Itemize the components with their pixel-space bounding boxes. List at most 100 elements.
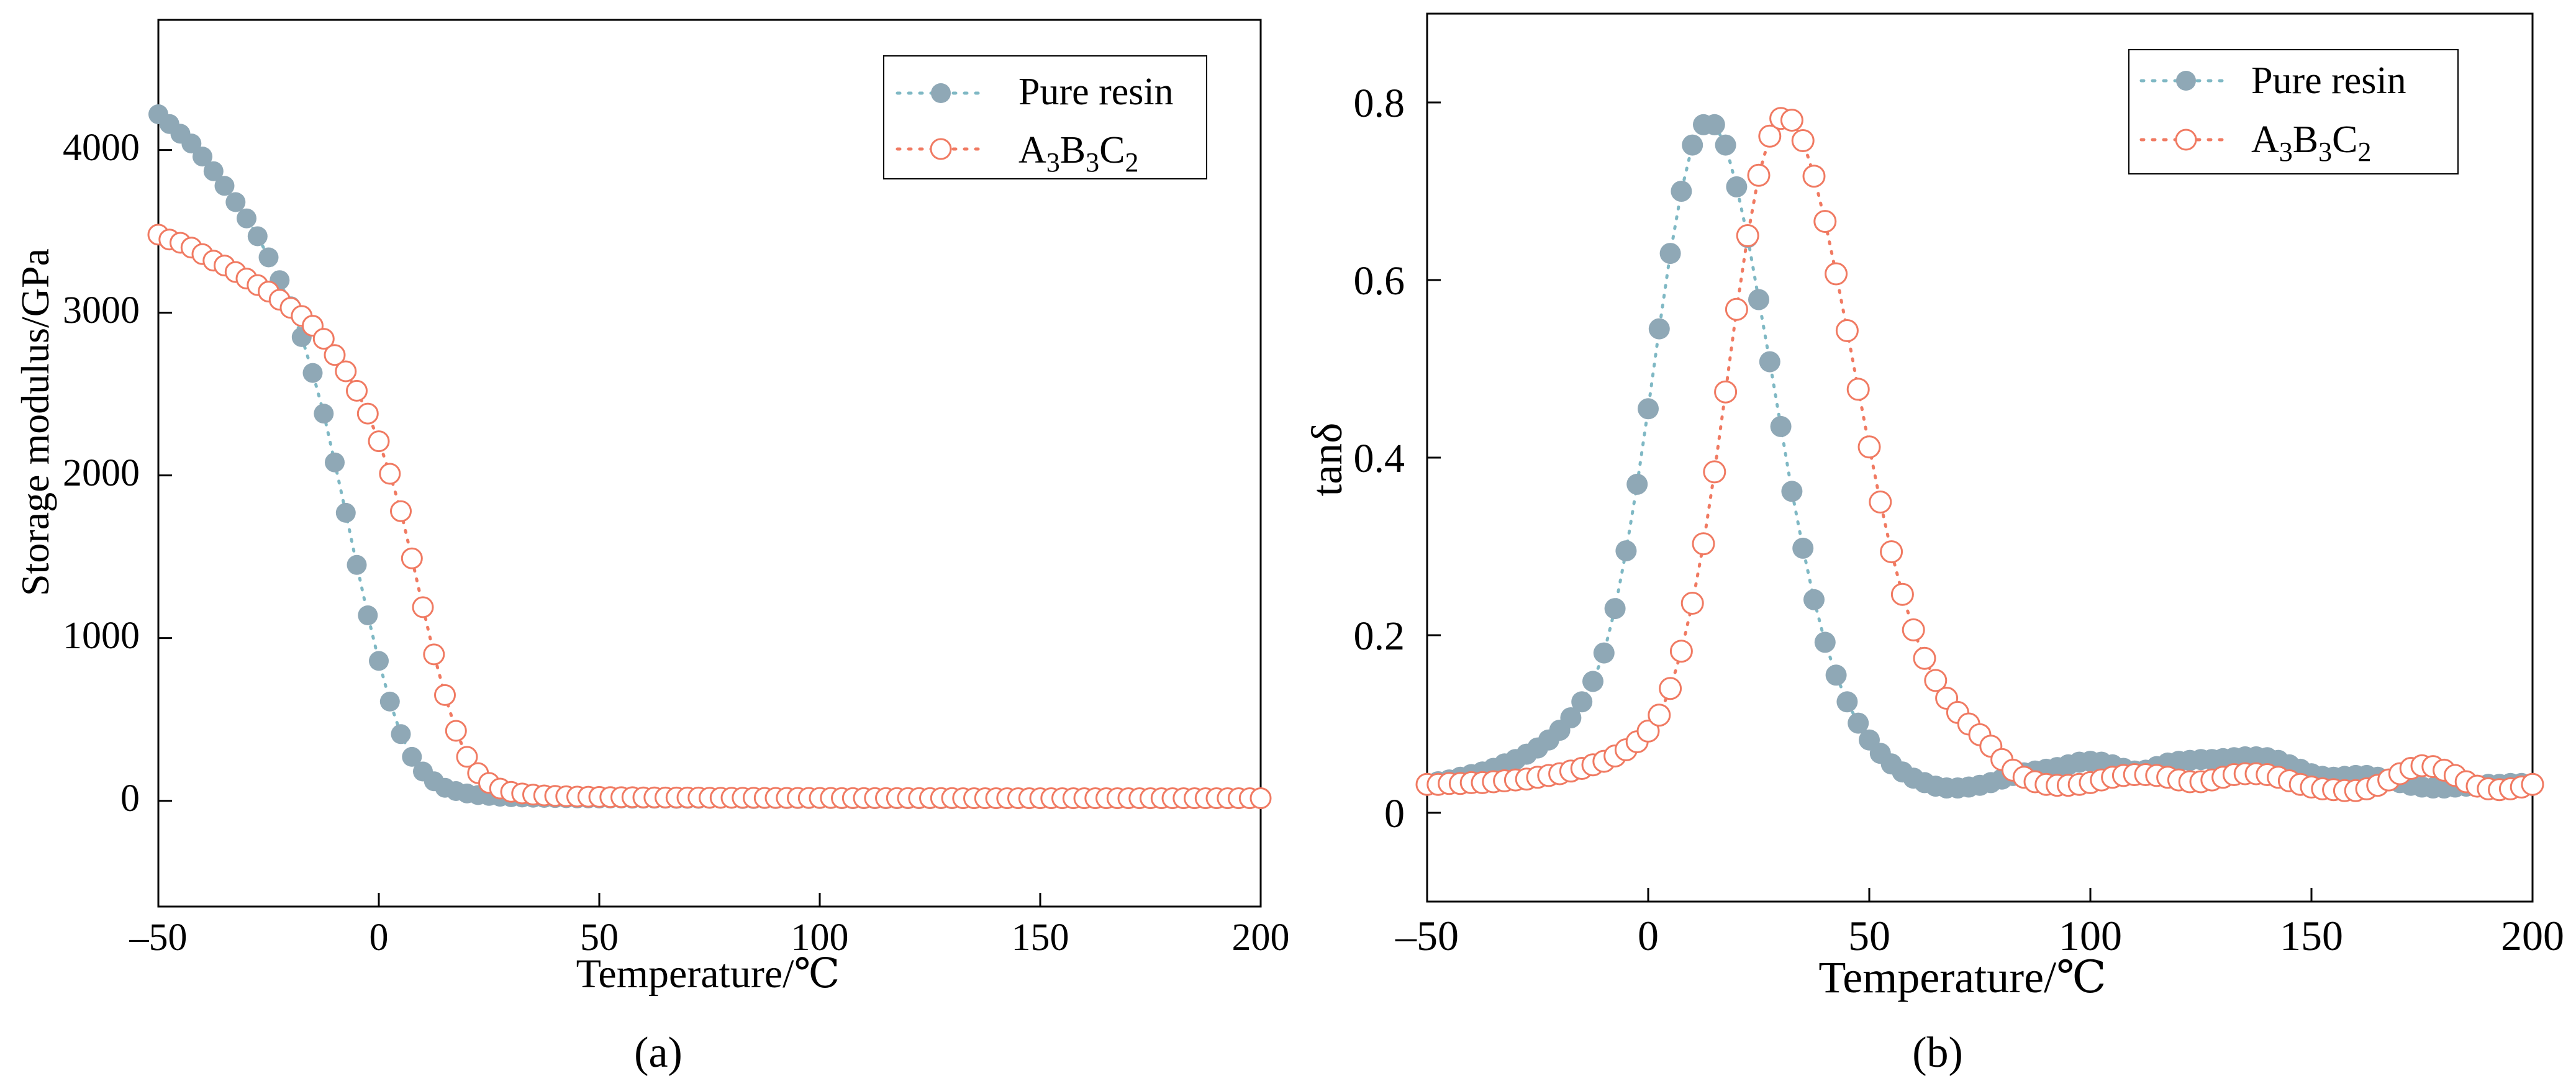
chart-b-xtick-label: 150 bbox=[2280, 912, 2343, 959]
chart-a-series bbox=[147, 104, 1272, 810]
legend-marker-pure-resin bbox=[2176, 71, 2196, 91]
chart-b-point-pure-resin bbox=[1626, 473, 1648, 495]
chart-a-point-a3b3c2 bbox=[324, 344, 346, 366]
chart-a-point-a3b3c2 bbox=[456, 746, 478, 768]
chart-b-point-pure-resin bbox=[1715, 134, 1736, 156]
chart-a-point-pure-resin bbox=[247, 226, 268, 247]
chart-a-point-a3b3c2 bbox=[445, 720, 467, 742]
chart-a-point-a3b3c2 bbox=[401, 547, 423, 569]
chart-b-panel-label: (b) bbox=[1912, 1029, 1963, 1077]
chart-b-point-pure-resin bbox=[1848, 712, 1869, 734]
chart-a-point-a3b3c2 bbox=[412, 596, 434, 618]
chart-a-ytick-label: 1000 bbox=[63, 615, 140, 657]
chart-a-ytick-label: 4000 bbox=[63, 127, 140, 169]
chart-b-point-a3b3c2 bbox=[1791, 129, 1815, 152]
chart-a-point-pure-resin bbox=[325, 452, 345, 473]
chart-a-ytick-label: 3000 bbox=[63, 289, 140, 332]
chart-b-point-pure-resin bbox=[1781, 481, 1803, 502]
chart-a-point-pure-resin bbox=[193, 147, 212, 167]
chart-b-ytick-label: 0.8 bbox=[1354, 81, 1405, 126]
chart-b-point-a3b3c2 bbox=[1902, 618, 1925, 641]
chart-a-point-a3b3c2 bbox=[390, 500, 412, 522]
chart-a-point-pure-resin bbox=[258, 247, 279, 268]
chart-b-point-pure-resin bbox=[1770, 415, 1792, 437]
chart-b-point-a3b3c2 bbox=[1880, 540, 1903, 564]
chart-b-point-a3b3c2 bbox=[1890, 582, 1914, 606]
chart-b-point-pure-resin bbox=[1759, 351, 1780, 373]
chart-a-point-a3b3c2 bbox=[423, 643, 445, 666]
chart-a-point-a3b3c2 bbox=[312, 328, 335, 350]
chart-b-ytick-label: 0 bbox=[1384, 791, 1405, 836]
legend-label-pure-resin: Pure resin bbox=[1018, 71, 1174, 113]
chart-a-ticks bbox=[157, 149, 1262, 907]
chart-b-ytick-label: 0.2 bbox=[1354, 613, 1405, 659]
chart-a-point-a3b3c2 bbox=[434, 684, 456, 706]
chart-b-point-pure-resin bbox=[1748, 289, 1769, 310]
chart-b-ytick-label: 0.4 bbox=[1354, 436, 1405, 481]
chart-b-point-a3b3c2 bbox=[1692, 532, 1715, 556]
chart-b-point-pure-resin bbox=[1648, 318, 1670, 340]
chart-b-point-pure-resin bbox=[1638, 398, 1659, 420]
chart-a-point-a3b3c2 bbox=[346, 379, 368, 402]
chart-b-xtick-label: 50 bbox=[1848, 912, 1890, 959]
chart-a-ylabel: Storage modulus/GPa bbox=[13, 248, 57, 596]
chart-a-point-a3b3c2 bbox=[356, 402, 379, 425]
chart-b-point-pure-resin bbox=[1726, 176, 1748, 197]
legend-marker-pure-resin bbox=[931, 83, 951, 103]
chart-a-series-line-pure-resin bbox=[156, 112, 1263, 801]
chart-a-point-pure-resin bbox=[302, 363, 323, 383]
chart-b-point-pure-resin bbox=[1703, 114, 1725, 135]
chart-a-xtick-label: 150 bbox=[1012, 916, 1069, 959]
chart-b-point-a3b3c2 bbox=[1747, 163, 1771, 187]
chart-a-xtick-label: 100 bbox=[791, 916, 849, 959]
legend-label-pure-resin: Pure resin bbox=[2251, 60, 2406, 102]
chart-b-point-a3b3c2 bbox=[1669, 640, 1693, 663]
chart-b-point-pure-resin bbox=[1571, 691, 1593, 713]
chart-b-xlabel: Temperature/℃ bbox=[1818, 953, 2106, 1002]
chart-b-point-a3b3c2 bbox=[1636, 719, 1660, 743]
chart-a-point-pure-resin bbox=[314, 404, 334, 424]
chart-b: –50 0 50 100 150 200 0 0.2 0.4 0.6 0.8 T… bbox=[1304, 12, 2564, 1077]
chart-b-xtick-label: 0 bbox=[1638, 912, 1659, 959]
chart-b-point-pure-resin bbox=[1792, 537, 1814, 559]
chart-b-point-pure-resin bbox=[1604, 598, 1626, 620]
chart-b-point-pure-resin bbox=[1803, 589, 1825, 610]
chart-b-point-a3b3c2 bbox=[1813, 210, 1837, 233]
legend-marker-a3b3c2 bbox=[930, 138, 952, 160]
chart-b-point-a3b3c2 bbox=[1924, 669, 1948, 692]
chart-a-point-pure-resin bbox=[203, 161, 224, 181]
chart-b-point-a3b3c2 bbox=[1846, 378, 1870, 401]
chart-b-point-a3b3c2 bbox=[1857, 435, 1881, 459]
chart-a-point-pure-resin bbox=[379, 691, 400, 712]
chart-b-point-a3b3c2 bbox=[1714, 380, 1738, 404]
chart-b-point-pure-resin bbox=[1682, 134, 1703, 156]
chart-b-ticks bbox=[1426, 101, 2534, 902]
chart-b-point-a3b3c2 bbox=[1802, 165, 1826, 188]
chart-b-point-a3b3c2 bbox=[1869, 491, 1892, 514]
chart-a: –50 0 50 100 150 200 0 1000 2000 3000 40… bbox=[13, 19, 1290, 1077]
chart-a-point-a3b3c2 bbox=[335, 360, 357, 382]
legend-box bbox=[2128, 49, 2459, 174]
chart-a-plot-frame bbox=[157, 19, 1262, 908]
chart-a-point-pure-resin bbox=[358, 605, 378, 625]
chart-b-point-pure-resin bbox=[1582, 671, 1603, 692]
chart-b-xtick-label: 100 bbox=[2059, 912, 2122, 959]
chart-a-point-pure-resin bbox=[402, 746, 422, 767]
chart-b-ylabel: tanδ bbox=[1304, 423, 1351, 497]
chart-a-ytick-label: 2000 bbox=[63, 452, 140, 494]
chart-b-point-pure-resin bbox=[1593, 642, 1615, 664]
chart-b-xtick-label: –50 bbox=[1395, 912, 1459, 959]
chart-a-point-a3b3c2 bbox=[1249, 787, 1272, 809]
chart-b-point-a3b3c2 bbox=[1725, 297, 1748, 321]
chart-b-point-pure-resin bbox=[1671, 181, 1692, 202]
chart-a-point-pure-resin bbox=[369, 651, 389, 671]
chart-b-point-a3b3c2 bbox=[1659, 677, 1682, 700]
chart-b-point-a3b3c2 bbox=[1780, 109, 1803, 132]
chart-a-point-pure-resin bbox=[214, 176, 235, 196]
chart-a-xtick-label: –50 bbox=[129, 916, 188, 959]
chart-a-xlabel: Temperature/℃ bbox=[576, 951, 840, 997]
chart-b-series bbox=[1415, 107, 2544, 802]
chart-a-xtick-label: 200 bbox=[1232, 916, 1290, 959]
chart-b-point-a3b3c2 bbox=[1835, 319, 1859, 342]
chart-a-ytick-label: 0 bbox=[120, 777, 140, 820]
